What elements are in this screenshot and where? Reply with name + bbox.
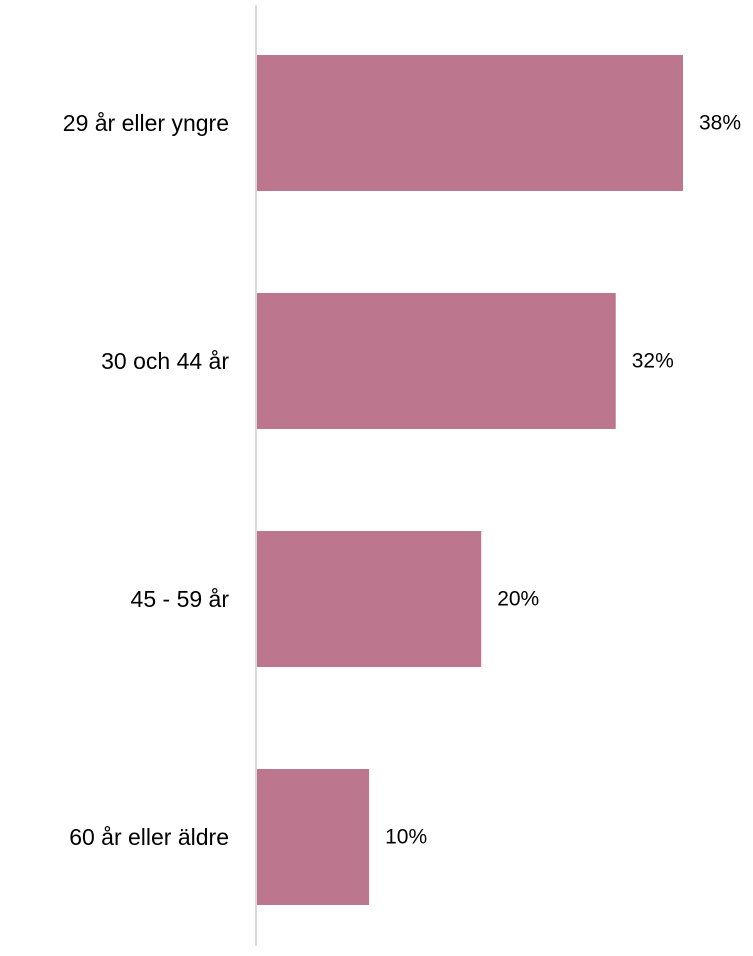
category-label-2: 45 - 59 år xyxy=(131,586,230,612)
category-label-3: 60 år eller äldre xyxy=(69,824,229,850)
bar-1 xyxy=(257,293,616,429)
value-label-0: 38% xyxy=(699,112,741,135)
category-label-0: 29 år eller yngre xyxy=(63,110,229,136)
value-label-1: 32% xyxy=(632,350,674,373)
bars-layer xyxy=(257,55,683,905)
category-label-1: 30 och 44 år xyxy=(101,348,229,374)
bar-2 xyxy=(257,531,482,667)
bar-0 xyxy=(257,55,683,191)
bar-3 xyxy=(257,769,370,905)
value-label-2: 20% xyxy=(497,588,539,611)
value-label-3: 10% xyxy=(385,826,427,849)
labels-layer: 29 år eller yngre 38% 30 och 44 år 32% 45 - … xyxy=(63,110,741,850)
